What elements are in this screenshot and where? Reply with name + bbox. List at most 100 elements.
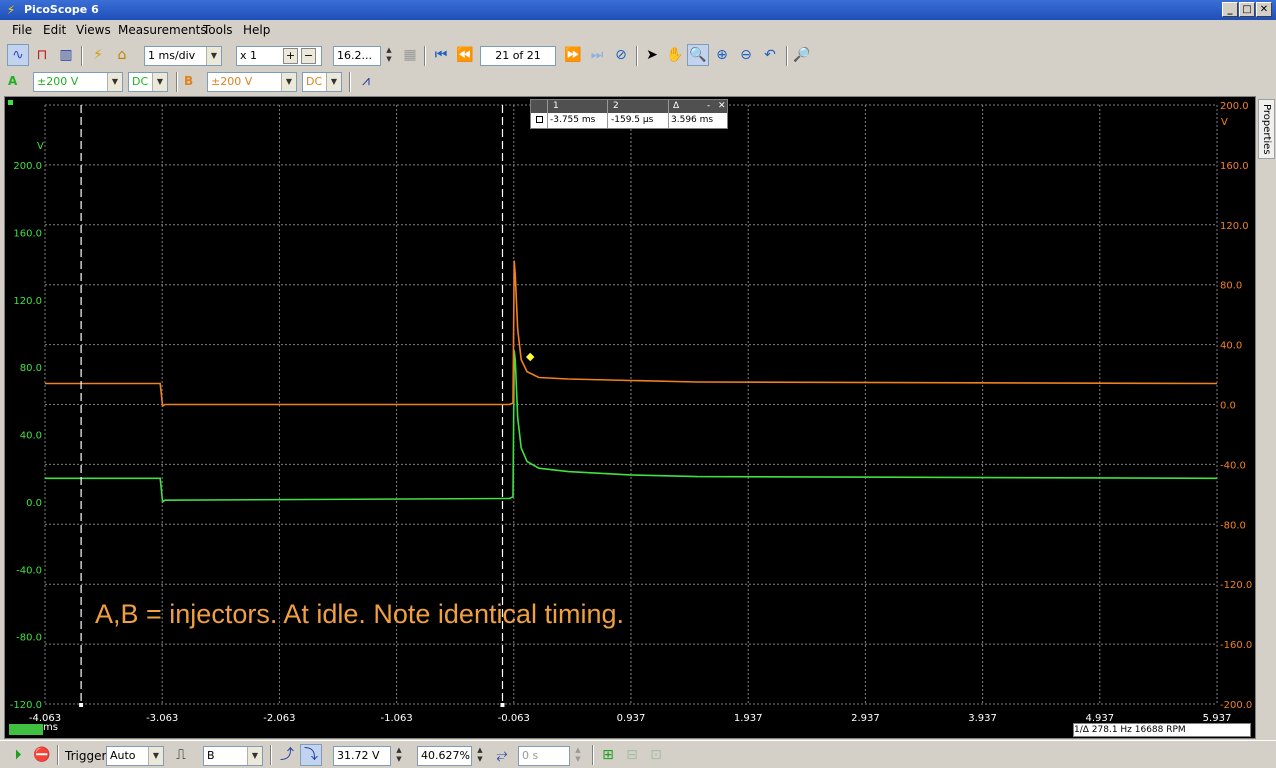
close-button[interactable]: ✕ — [1256, 2, 1272, 17]
buffer-navigator-icon[interactable]: ⊘ — [615, 47, 627, 63]
samples-spinner[interactable]: ▲ ▼ — [386, 46, 392, 63]
menu-tools[interactable]: Tools — [203, 23, 233, 37]
chevron-down-icon: ▼ — [148, 747, 163, 765]
chevron-down-icon: ▼ — [247, 747, 262, 765]
rising-edge-icon[interactable]: ⤴ — [280, 747, 294, 763]
trigger-edge-icon[interactable]: ⎍ — [176, 747, 186, 763]
pre-trigger-field[interactable]: 40.627% — [417, 746, 472, 766]
channel-b-coupling-select[interactable]: DC ▼ — [302, 72, 342, 92]
falling-edge-icon[interactable]: ⤵ — [300, 744, 322, 766]
buffer-position-field[interactable]: 21 of 21 — [480, 46, 556, 66]
channel-b-tick-label: -40.0 — [1220, 460, 1246, 471]
trigger-marker — [525, 352, 535, 362]
sampling-icon: ▦ — [403, 47, 417, 63]
x-tick-label: -0.063 — [498, 713, 530, 724]
channel-b-tick-label: 160.0 — [1220, 161, 1249, 172]
trigger-mode-select[interactable]: Auto ▼ — [106, 746, 164, 766]
pre-trigger-spinner[interactable]: ▲ ▼ — [477, 746, 483, 763]
home-icon[interactable]: ⌂ — [117, 47, 127, 63]
menu-edit[interactable]: Edit — [43, 23, 67, 37]
timebase-select[interactable]: 1 ms/div ▼ — [144, 46, 222, 66]
menu-measurements[interactable]: Measurements — [118, 23, 207, 37]
annotation-caption: A,B = injectors. At idle. Note identical… — [95, 599, 625, 629]
minimize-button[interactable]: _ — [1222, 2, 1238, 17]
add-trigger-icon[interactable]: ⊞ — [602, 747, 614, 763]
chevron-down-icon: ▼ — [152, 73, 167, 91]
zoom-out-icon[interactable]: ⊖ — [740, 47, 752, 63]
auto-setup-icon[interactable]: ⚡ — [93, 47, 103, 63]
trigger-threshold-field[interactable]: 31.72 V — [333, 746, 391, 766]
channel-a-unit: V — [37, 141, 44, 152]
channel-a-tick-label: -40.0 — [16, 565, 42, 576]
channel-b-tick-label: 80.0 — [1220, 281, 1242, 292]
trace-channel-b — [45, 260, 1218, 408]
waveform-plot[interactable]: -4.063 -3.063 -2.063 -1.063 -0.063 0.937 1.937… — [5, 97, 1255, 738]
ruler-checkbox[interactable] — [536, 116, 543, 123]
properties-tab[interactable]: Properties — [1258, 99, 1275, 159]
x-tick-label: 2.937 — [851, 713, 880, 724]
properties-tab-label: Properties — [1261, 104, 1272, 155]
zoom-minus-button[interactable]: − — [301, 48, 316, 64]
ruler-1-header: 1 — [553, 101, 559, 111]
hand-pan-icon[interactable]: ✋ — [666, 47, 684, 63]
zoom-region-icon[interactable]: 🔍 — [687, 44, 709, 66]
ruler-1-value: -3.755 ms — [550, 115, 596, 125]
persistence-mode-icon[interactable]: ⊓ — [36, 47, 48, 63]
channel-a-tick-label: 200.0 — [13, 161, 42, 172]
collapse-icon[interactable]: - — [707, 101, 711, 111]
zoom-plus-button[interactable]: + — [283, 48, 298, 64]
select-pointer-icon[interactable]: ➤ — [646, 47, 658, 63]
channel-b-tick-label: 40.0 — [1220, 341, 1242, 352]
channel-a-tick-label: 120.0 — [13, 296, 42, 307]
threshold-spinner[interactable]: ▲ ▼ — [396, 746, 402, 763]
x-tick-label: -4.063 — [29, 713, 61, 724]
trigger-properties-icon: ⊡ — [650, 747, 662, 763]
menu-bar: File Edit Views Measurements Tools Help — [0, 20, 1276, 40]
title-bar: ⚡ PicoScope 6 _ □ ✕ — [0, 0, 1276, 20]
remove-trigger-icon: ⊟ — [626, 747, 638, 763]
first-buffer-icon[interactable]: ⏮ — [434, 47, 448, 63]
channel-a-range-select[interactable]: ±200 V ▼ — [33, 72, 123, 92]
x-tick-label: 4.937 — [1085, 713, 1114, 724]
scope-mode-icon[interactable]: ∿ — [7, 44, 29, 66]
start-icon[interactable]: ⏵ — [14, 747, 22, 763]
zoom-overview-icon[interactable]: 🔎 — [793, 47, 811, 63]
channel-options-icon[interactable]: ⩘ — [362, 73, 370, 89]
menu-help[interactable]: Help — [243, 23, 271, 37]
channel-b-range-select[interactable]: ±200 V ▼ — [207, 72, 297, 92]
time-axis-unit: ms — [43, 722, 58, 733]
x-tick-label: 3.937 — [968, 713, 997, 724]
chevron-down-icon: ▼ — [107, 73, 122, 91]
ruler-legend[interactable]: 1 2 Δ - ✕ -3.755 ms -159.5 µs 3.596 ms — [530, 99, 728, 129]
samples-field[interactable]: 16.2... — [333, 46, 381, 66]
previous-buffer-icon[interactable]: ⏪ — [456, 47, 474, 63]
chevron-down-icon: ▼ — [206, 47, 221, 65]
maximize-button[interactable]: □ — [1239, 2, 1255, 17]
undo-zoom-icon[interactable]: ↶ — [764, 47, 776, 63]
menu-views[interactable]: Views — [76, 23, 111, 37]
channel-a-marker — [8, 100, 13, 105]
next-buffer-icon: ⏩ — [564, 47, 582, 63]
channel-b-tick-label: 200.0 — [1220, 101, 1249, 112]
ruler-delta-value: 3.596 ms — [671, 115, 714, 125]
close-icon[interactable]: ✕ — [718, 101, 726, 111]
channel-b-unit: V — [1221, 117, 1228, 128]
channel-a-coupling-select[interactable]: DC ▼ — [128, 72, 168, 92]
channel-b-tick-label: -200.0 — [1220, 700, 1252, 711]
stop-icon[interactable]: ⛔ — [33, 747, 51, 763]
zoom-select[interactable]: x 1 + − — [236, 46, 322, 66]
menu-file[interactable]: File — [12, 23, 33, 37]
chevron-down-icon: ▼ — [281, 73, 296, 91]
spectrum-mode-icon[interactable]: ▥ — [59, 47, 73, 63]
scope-view[interactable]: -4.063 -3.063 -2.063 -1.063 -0.063 0.937 1.937… — [4, 96, 1256, 739]
channel-toolbar: A ±200 V ▼ DC ▼ B ±200 V ▼ DC ▼ ⩘ — [0, 70, 1276, 94]
zoom-in-icon[interactable]: ⊕ — [716, 47, 728, 63]
channel-a-tick-label: 40.0 — [20, 431, 42, 442]
trigger-toolbar: ⏵ ⛔ Trigger Auto ▼ ⎍ B ▼ ⤴ ⤵ 31.72 V ▲ ▼ 40… — [0, 740, 1276, 768]
trigger-delay-icon[interactable]: ⥂ — [496, 747, 508, 763]
channel-b-label[interactable]: B — [184, 74, 194, 88]
trigger-source-select[interactable]: B ▼ — [203, 746, 263, 766]
channel-a-label[interactable]: A — [8, 74, 18, 88]
ruler-delta-header: Δ — [673, 101, 680, 111]
channel-b-tick-label: 120.0 — [1220, 221, 1249, 232]
